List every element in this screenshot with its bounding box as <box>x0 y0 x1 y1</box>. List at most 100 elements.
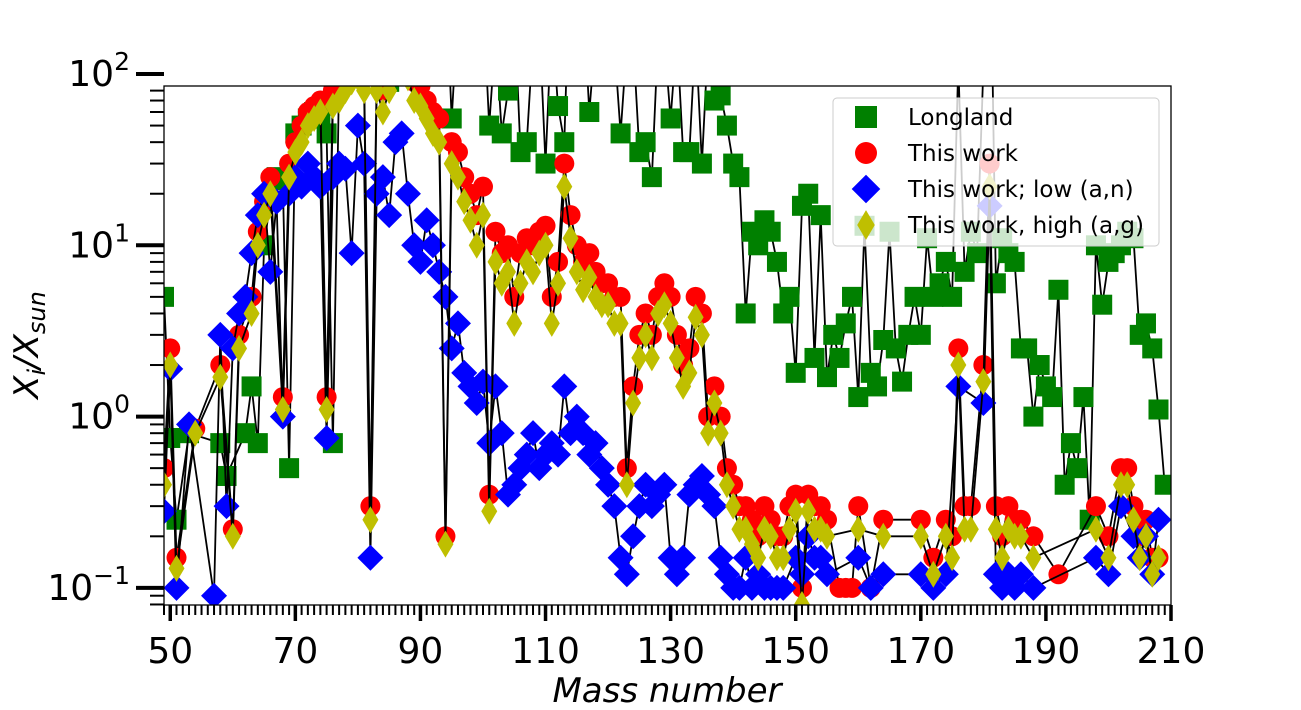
data-point-this-work-low-a-n <box>351 150 378 177</box>
data-point-this-work-high-a-g <box>543 309 560 337</box>
data-point-this-work <box>935 509 956 530</box>
data-point-longland <box>910 324 931 345</box>
y-tick-label: 10−1 <box>47 561 130 609</box>
data-point-longland <box>498 86 519 101</box>
x-tick-label: 150 <box>761 631 830 672</box>
data-point-this-work-low-a-n <box>613 561 640 588</box>
data-point-this-work-high-a-g <box>987 515 1004 543</box>
legend-marker-this-work-low-a-n <box>851 174 881 204</box>
data-point-this-work-high-a-g <box>818 522 835 550</box>
data-point-this-work-high-a-g <box>700 419 717 447</box>
data-point-longland <box>816 367 837 388</box>
data-point-longland <box>1135 313 1156 334</box>
y-tick-label: 100 <box>68 390 130 438</box>
data-point-longland <box>1029 355 1050 376</box>
data-point-this-work <box>579 243 600 264</box>
data-point-this-work-low-a-n <box>1020 574 1047 601</box>
data-point-longland <box>535 153 556 174</box>
data-point-this-work-low-a-n <box>545 441 572 468</box>
data-point-longland <box>698 29 718 49</box>
data-point-longland <box>716 115 737 136</box>
data-point-this-work <box>716 458 737 479</box>
data-point-longland <box>523 29 543 49</box>
legend-marker-this-work <box>855 142 877 164</box>
data-point-this-work-high-a-g <box>962 515 979 543</box>
x-tick-label: 190 <box>1012 631 1081 672</box>
data-point-longland <box>635 132 656 153</box>
data-point-this-work-high-a-g <box>762 522 779 550</box>
data-point-this-work <box>379 64 399 84</box>
data-point-this-work-high-a-g <box>1125 506 1142 534</box>
x-tick-label: 50 <box>147 631 193 672</box>
data-point-longland <box>1023 406 1044 427</box>
legend-marker-this-work-high-a-g <box>857 210 875 240</box>
data-point-longland <box>760 221 781 242</box>
data-point-longland <box>542 9 562 29</box>
data-point-this-work-low-a-n <box>463 390 490 417</box>
data-point-longland <box>691 153 712 174</box>
data-point-this-work <box>398 50 418 70</box>
data-point-this-work-low-a-n <box>438 335 465 362</box>
data-point-this-work-high-a-g <box>168 554 185 582</box>
data-point-this-work-low-a-n <box>620 523 647 550</box>
data-point-this-work-high-a-g <box>368 86 385 105</box>
data-point-longland <box>316 123 337 144</box>
data-point-this-work-high-a-g <box>404 86 412 92</box>
data-point-this-work-low-a-n <box>601 493 628 520</box>
data-point-this-work-high-a-g <box>449 163 466 191</box>
data-point-longland <box>641 167 662 188</box>
data-point-this-work-high-a-g <box>800 497 817 525</box>
data-point-this-work-low-a-n <box>970 390 997 417</box>
data-point-this-work-high-a-g <box>912 522 929 550</box>
data-point-longland <box>241 376 262 397</box>
data-point-this-work-high-a-g <box>1150 544 1167 572</box>
data-point-this-work-high-a-g <box>293 128 310 156</box>
legend-label-this-work-high-a-g: This work, high (a,g) <box>907 213 1144 239</box>
data-point-longland <box>848 387 869 408</box>
data-point-this-work-high-a-g <box>781 515 798 543</box>
data-point-this-work-high-a-g <box>468 231 485 259</box>
data-point-longland <box>454 0 474 13</box>
data-point-longland <box>279 458 300 479</box>
data-point-this-work-high-a-g <box>1119 471 1136 499</box>
legend-label-longland: Longland <box>908 105 1013 131</box>
data-point-longland <box>373 50 393 70</box>
data-point-this-work-high-a-g <box>506 309 523 337</box>
data-point-this-work-high-a-g <box>568 258 585 286</box>
data-point-this-work-low-a-n <box>907 561 934 588</box>
data-point-this-work-high-a-g <box>1131 544 1148 572</box>
data-point-this-work-low-a-n <box>426 258 453 285</box>
data-point-this-work-low-a-n <box>845 544 872 571</box>
data-point-this-work-low-a-n <box>582 430 609 457</box>
data-point-this-work-high-a-g <box>787 497 804 525</box>
data-point-this-work <box>472 176 493 197</box>
data-point-this-work-low-a-n <box>444 310 471 337</box>
data-point-longland <box>473 0 493 7</box>
data-point-this-work <box>342 54 362 74</box>
data-point-longland <box>710 86 731 106</box>
x-tick-label: 170 <box>886 631 955 672</box>
data-point-longland <box>766 251 787 272</box>
data-point-longland <box>810 205 831 226</box>
data-point-this-work-low-a-n <box>1095 561 1122 588</box>
data-point-longland <box>1148 399 1169 420</box>
data-point-longland <box>335 57 355 77</box>
data-point-this-work <box>247 221 268 242</box>
data-point-longland <box>785 362 806 383</box>
data-point-this-work-high-a-g <box>394 53 410 80</box>
data-point-longland <box>360 20 380 40</box>
data-point-longland <box>1060 433 1081 454</box>
data-point-this-work <box>610 286 631 307</box>
data-point-longland <box>935 251 956 272</box>
data-point-this-work-high-a-g <box>362 506 379 534</box>
data-point-longland <box>491 123 512 144</box>
data-point-this-work-low-a-n <box>770 574 797 601</box>
data-point-longland <box>660 108 681 129</box>
data-point-longland <box>1048 279 1069 300</box>
data-point-longland <box>485 25 505 45</box>
legend-label-this-work-low-a-n: This work; low (a,n) <box>907 177 1134 203</box>
data-point-this-work-high-a-g <box>164 471 172 499</box>
data-point-this-work-high-a-g <box>431 128 448 156</box>
